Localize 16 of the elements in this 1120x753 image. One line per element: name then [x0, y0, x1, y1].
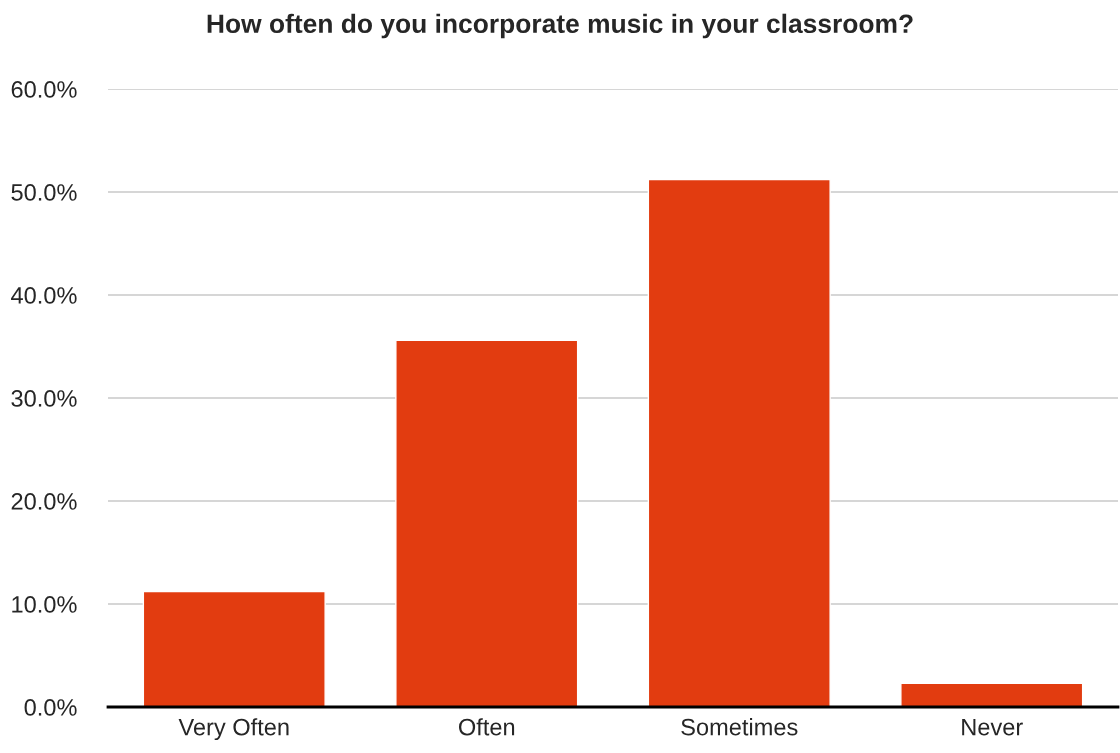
- bar: [647, 178, 831, 707]
- x-tick-label: Sometimes: [681, 718, 798, 736]
- y-tick-label: 0.0%: [24, 699, 77, 716]
- x-tick-label: Very Often: [178, 718, 289, 741]
- bar: [142, 590, 326, 707]
- bar: [395, 339, 579, 707]
- y-tick-label: 40.0%: [11, 287, 77, 304]
- y-tick-label: 10.0%: [12, 596, 77, 613]
- x-tick-label: Often: [459, 718, 515, 736]
- y-tick-label: 20.0%: [11, 493, 77, 510]
- x-tick-label: Never: [962, 718, 1023, 736]
- chart-title: How often do you incorporate music in your classroom?: [207, 13, 913, 39]
- bar: [900, 682, 1084, 707]
- y-tick-label: 60.0%: [11, 81, 77, 98]
- y-tick-label: 50.0%: [11, 184, 77, 201]
- y-tick-label: 30.0%: [11, 390, 77, 407]
